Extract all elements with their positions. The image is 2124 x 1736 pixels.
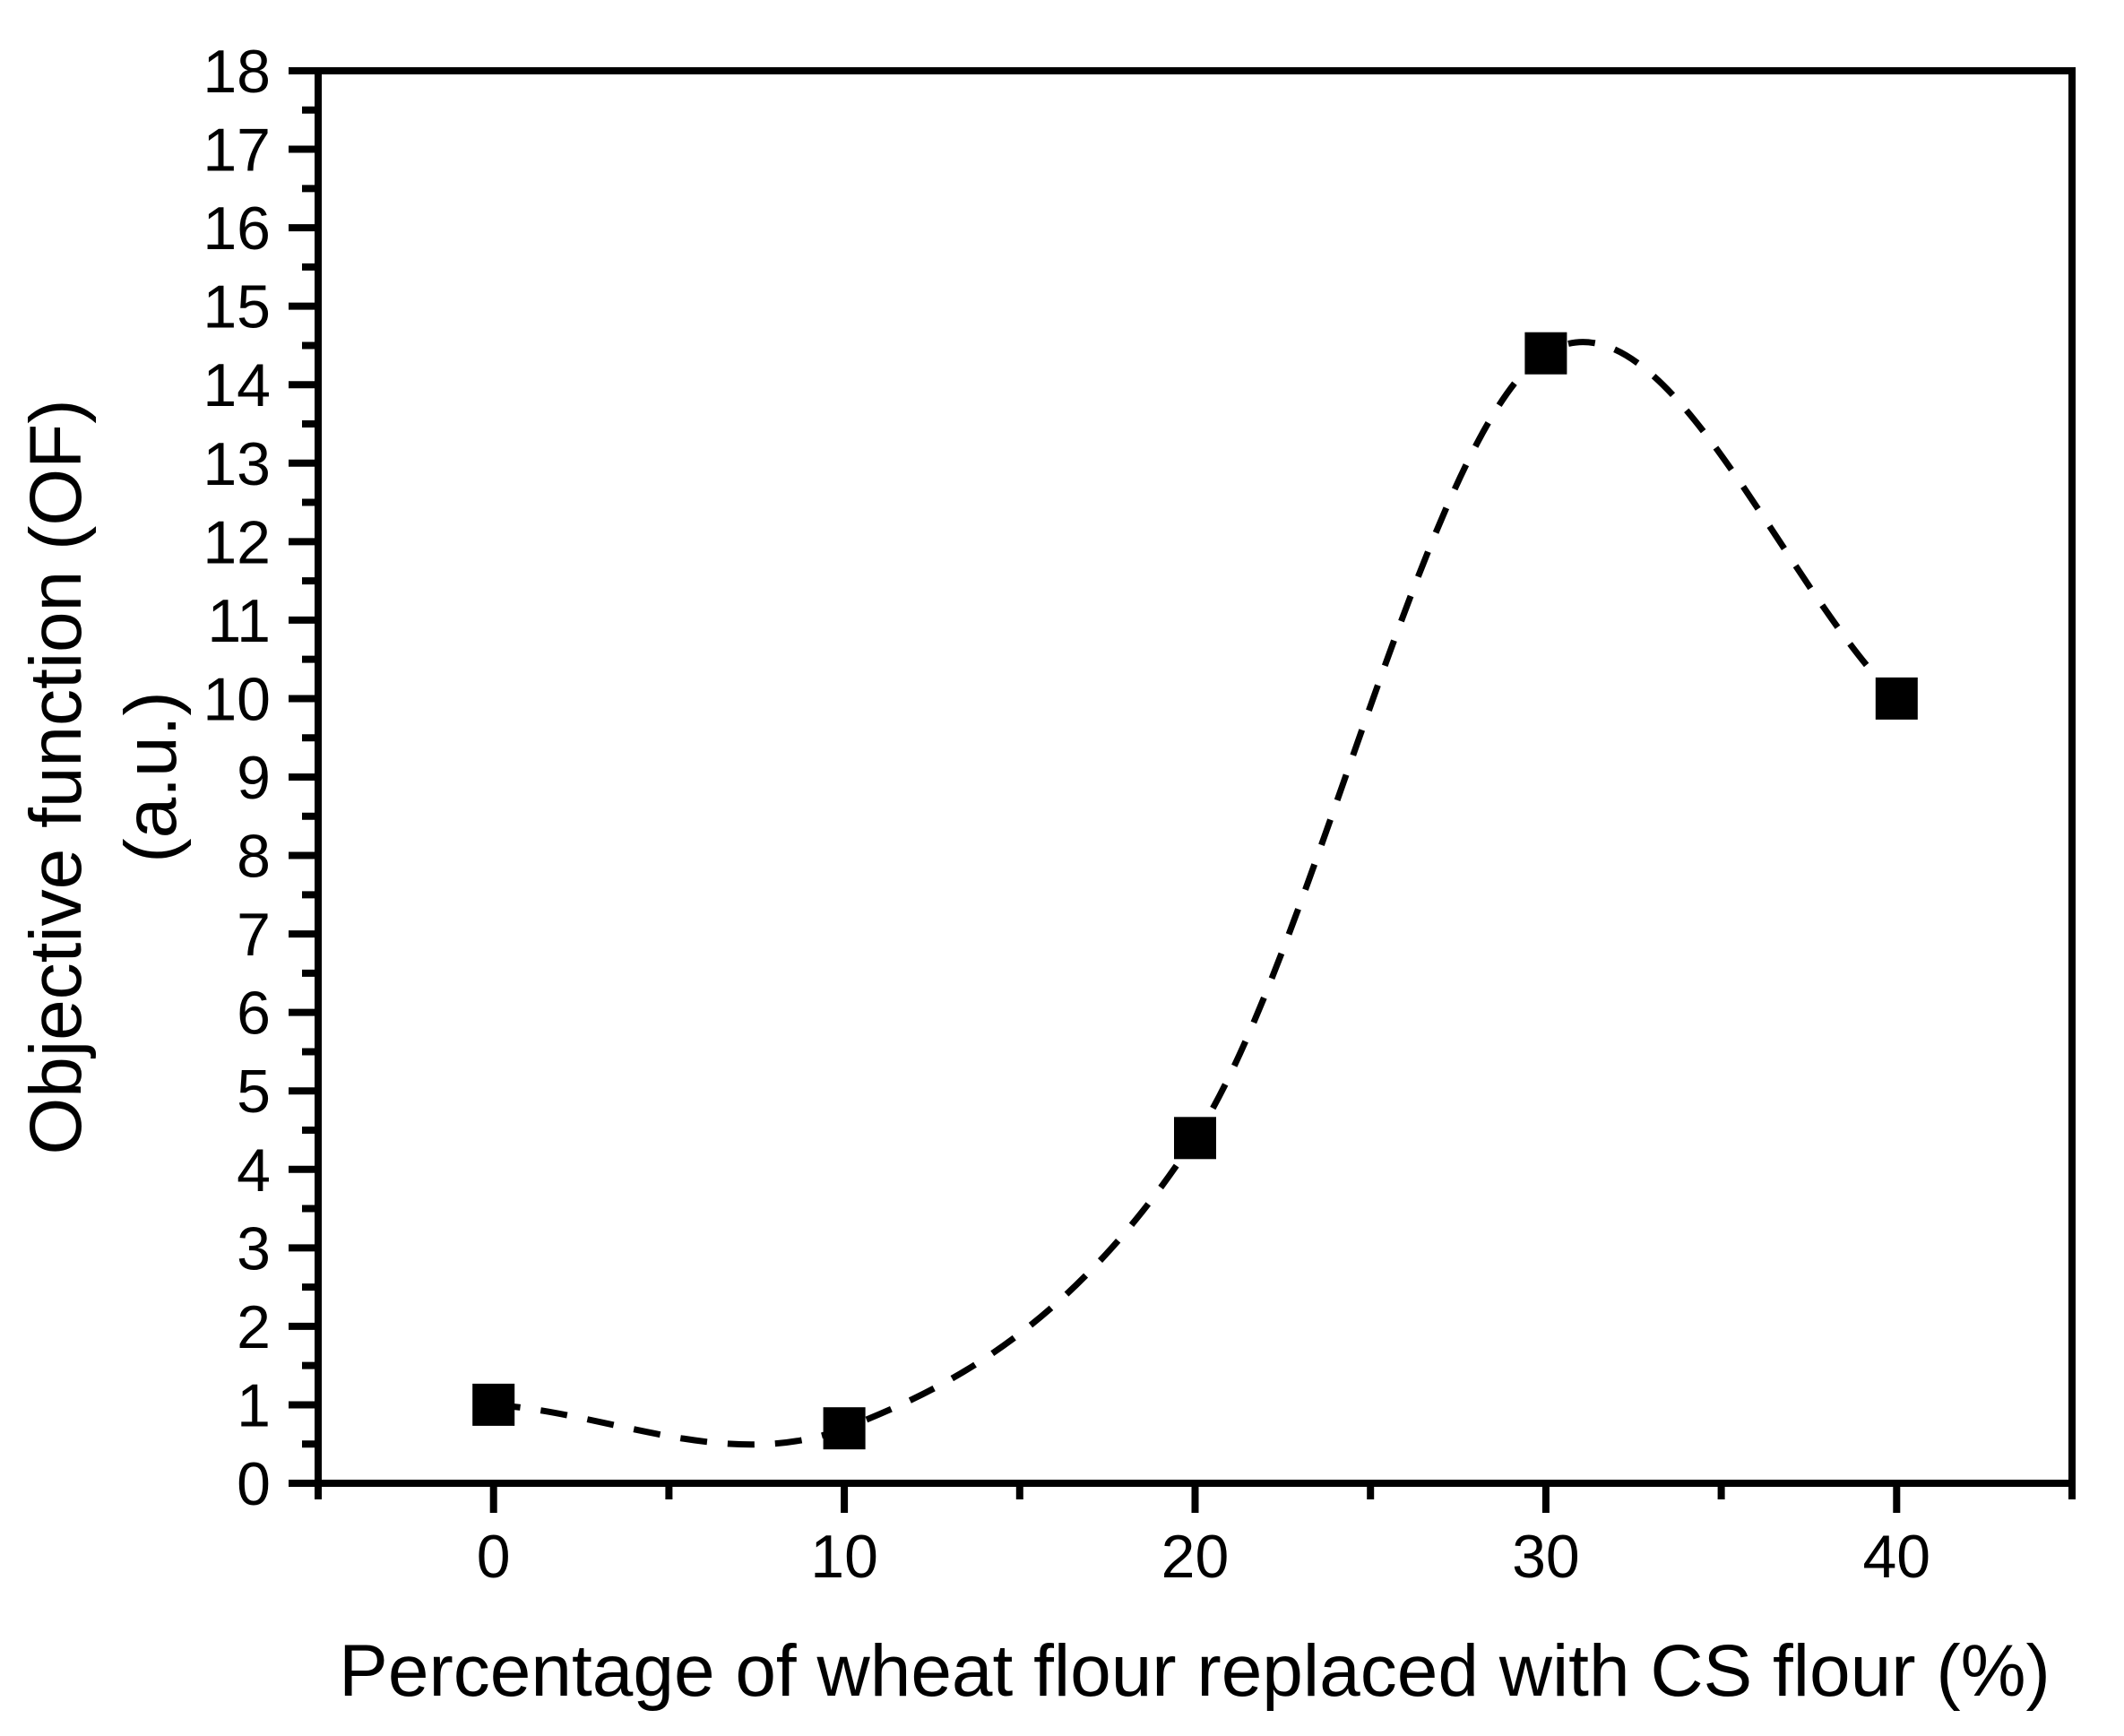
x-tick-label: 20 bbox=[1161, 1523, 1230, 1591]
y-tick-label: 3 bbox=[237, 1214, 271, 1283]
y-tick-label: 12 bbox=[203, 508, 271, 576]
data-point bbox=[823, 1407, 866, 1450]
x-axis-title: Percentage of wheat flour replaced with … bbox=[339, 1630, 2051, 1712]
y-tick-label: 9 bbox=[237, 744, 271, 812]
data-point bbox=[1875, 677, 1918, 720]
y-axis-title-line1: Objective function (OF) bbox=[15, 399, 97, 1154]
y-tick-label: 5 bbox=[237, 1058, 271, 1126]
x-tick-label: 40 bbox=[1862, 1523, 1930, 1591]
y-tick-label: 17 bbox=[203, 117, 271, 185]
y-tick-label: 7 bbox=[237, 901, 271, 969]
y-tick-label: 6 bbox=[237, 980, 271, 1048]
y-tick-label: 1 bbox=[237, 1371, 271, 1439]
y-tick-label: 15 bbox=[203, 273, 271, 341]
data-point bbox=[472, 1383, 515, 1426]
plot-border bbox=[315, 67, 2076, 1487]
y-axis-title-line2: (a.u.) bbox=[110, 691, 192, 862]
x-tick-label: 0 bbox=[477, 1523, 511, 1591]
y-tick-label: 14 bbox=[203, 351, 271, 419]
y-tick-label: 13 bbox=[203, 430, 271, 498]
y-tick-label: 4 bbox=[237, 1136, 271, 1205]
y-tick-label: 8 bbox=[237, 823, 271, 891]
x-tick-label: 10 bbox=[810, 1523, 878, 1591]
axis-ticks bbox=[289, 67, 2076, 1513]
y-tick-label: 16 bbox=[203, 194, 271, 263]
data-points bbox=[472, 332, 1918, 1450]
y-tick-label: 2 bbox=[237, 1293, 271, 1361]
data-point bbox=[1524, 332, 1567, 375]
data-point bbox=[1174, 1117, 1216, 1160]
trend-curve bbox=[493, 339, 1899, 1448]
y-tick-label: 11 bbox=[207, 587, 271, 655]
y-tick-label: 0 bbox=[237, 1450, 271, 1518]
y-tick-label: 10 bbox=[203, 665, 271, 733]
x-tick-label: 30 bbox=[1512, 1523, 1580, 1591]
y-tick-label: 18 bbox=[203, 38, 271, 106]
